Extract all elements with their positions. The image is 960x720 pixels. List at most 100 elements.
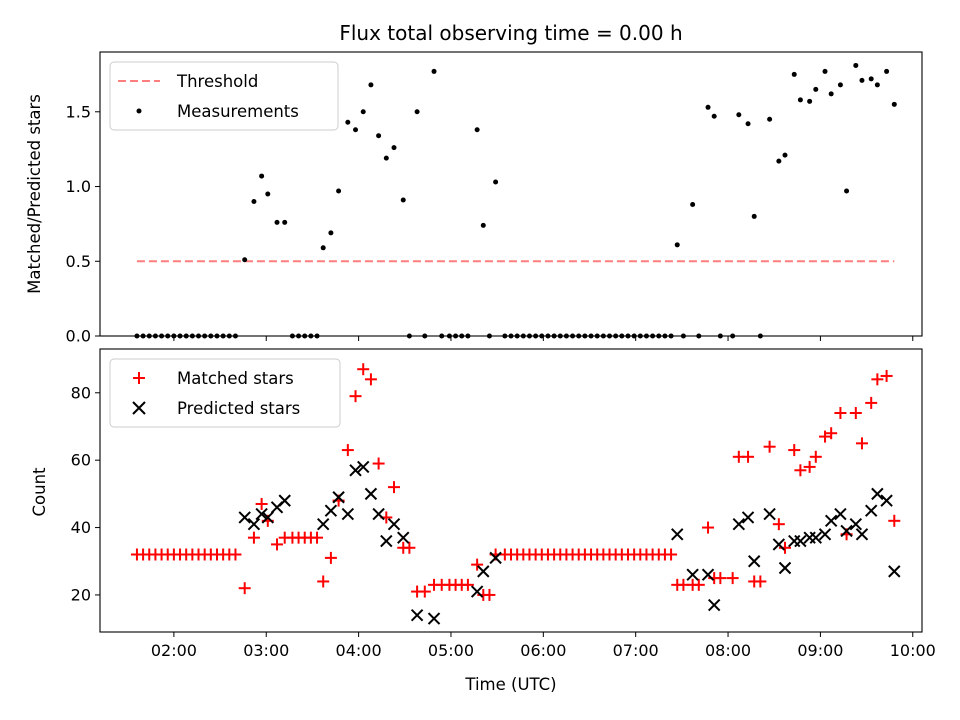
measurement-point — [776, 158, 782, 164]
count-y-tick-label: 20 — [71, 585, 91, 604]
matched-star-point — [871, 373, 884, 386]
predicted-star-point — [255, 507, 268, 521]
matched-star-point — [809, 450, 822, 463]
measurement-point — [336, 188, 342, 194]
matched-star-point — [461, 578, 474, 591]
predicted-star-point — [364, 487, 378, 501]
ratio-axes-frame — [99, 51, 923, 337]
predicted-star-point — [387, 517, 401, 531]
matched-star-point — [271, 538, 284, 551]
count-axes-frame — [99, 348, 923, 633]
predicted-star-point — [732, 517, 746, 531]
predicted-star-point — [380, 534, 393, 548]
legend-matched-swatch — [133, 372, 145, 384]
predicted-star-point — [278, 494, 291, 507]
measurement-point — [705, 104, 711, 110]
predicted-star-point — [238, 511, 251, 524]
measurement-point — [345, 119, 351, 125]
matched-star-point — [483, 588, 496, 601]
ratio-y-tick-label: 0.5 — [66, 252, 91, 271]
count-x-tick-label: 03:00 — [243, 641, 289, 660]
measurement-point — [480, 222, 486, 228]
matched-star-point — [825, 427, 838, 440]
predicted-star-point — [341, 507, 355, 521]
matched-star-point — [834, 407, 847, 420]
measurement-point — [368, 82, 374, 88]
count-panel: Count Time (UTC) 20 40 60 80 02:00 03:00 04:00… — [30, 348, 936, 694]
predicted-star-point — [778, 561, 792, 575]
predicted-star-point — [888, 565, 901, 578]
predicted-star-point — [794, 534, 807, 548]
y-axis-label-ratio: Matched/Predicted stars — [25, 94, 44, 294]
predicted-star-point — [349, 464, 362, 477]
matched-star-point — [855, 437, 868, 450]
matched-star-point — [794, 464, 807, 477]
ratio-y-tick-label: 1.5 — [66, 102, 91, 121]
matched-star-point — [788, 444, 801, 457]
matched-star-point — [754, 575, 767, 588]
measurement-point — [391, 145, 397, 151]
measurement-point — [690, 201, 696, 207]
measurement-point — [328, 230, 334, 236]
measurement-point — [782, 152, 788, 158]
predicted-star-point — [261, 511, 274, 524]
matched-star-point — [247, 531, 260, 544]
matched-star-point — [849, 407, 862, 420]
predicted-star-point — [834, 507, 847, 521]
matched-star-point — [229, 548, 242, 561]
measurement-point — [813, 86, 819, 92]
predicted-star-point — [410, 608, 424, 622]
matched-stars-points-layer — [130, 363, 901, 601]
measurement-point — [383, 155, 389, 161]
chart-title: Flux total observing time = 0.00 h — [339, 21, 682, 45]
legend-threshold-label: Threshold — [176, 72, 258, 91]
predicted-star-point — [489, 551, 502, 565]
count-x-tick-label: 05:00 — [428, 641, 474, 660]
matched-star-point — [372, 457, 385, 470]
count-y-tick-label: 80 — [71, 383, 91, 402]
predicted-star-point — [332, 491, 345, 504]
measurement-point — [736, 112, 742, 118]
predicted-star-point — [840, 524, 853, 538]
predicted-star-point — [855, 528, 869, 541]
matched-star-point — [714, 572, 727, 585]
measurement-point — [807, 98, 813, 104]
measurement-point — [791, 71, 797, 77]
predicted-star-point — [316, 517, 330, 531]
predicted-star-point — [824, 514, 838, 528]
measurement-point — [474, 127, 480, 133]
matched-star-point — [702, 521, 715, 534]
predicted-star-point — [701, 568, 715, 581]
matched-star-point — [865, 396, 878, 409]
matched-star-point — [357, 363, 370, 376]
predicted-star-point — [871, 487, 884, 501]
predicted-star-point — [324, 504, 338, 517]
ratio-legend: Threshold Measurements — [109, 61, 339, 131]
predicted-star-point — [247, 517, 261, 531]
predicted-star-point — [372, 507, 385, 521]
measurement-point — [822, 68, 828, 74]
count-x-tick-label: 04:00 — [336, 641, 382, 660]
matched-star-point — [364, 373, 377, 386]
predicted-star-point — [763, 507, 776, 521]
matched-star-point — [742, 450, 755, 463]
measurement-point — [711, 113, 717, 119]
predicted-star-point — [741, 511, 755, 524]
matched-star-point — [388, 481, 401, 494]
measurement-point — [493, 179, 499, 185]
measurement-point — [251, 198, 257, 204]
y-axis-label-count: Count — [30, 467, 49, 517]
matched-star-point — [763, 440, 776, 453]
measurement-point — [844, 188, 850, 194]
matched-star-point — [349, 390, 362, 403]
measurement-point — [767, 116, 773, 122]
measurement-point — [259, 173, 265, 179]
measurement-point — [282, 219, 288, 225]
predicted-star-point — [809, 531, 822, 544]
count-x-tick-label: 07:00 — [613, 641, 659, 660]
measurement-point — [837, 82, 843, 88]
x-axis-label: Time (UTC) — [464, 675, 556, 694]
measurement-point — [797, 97, 803, 103]
ratio-panel: Flux total observing time = 0.00 h Match… — [25, 21, 923, 346]
matched-star-point — [238, 582, 251, 595]
